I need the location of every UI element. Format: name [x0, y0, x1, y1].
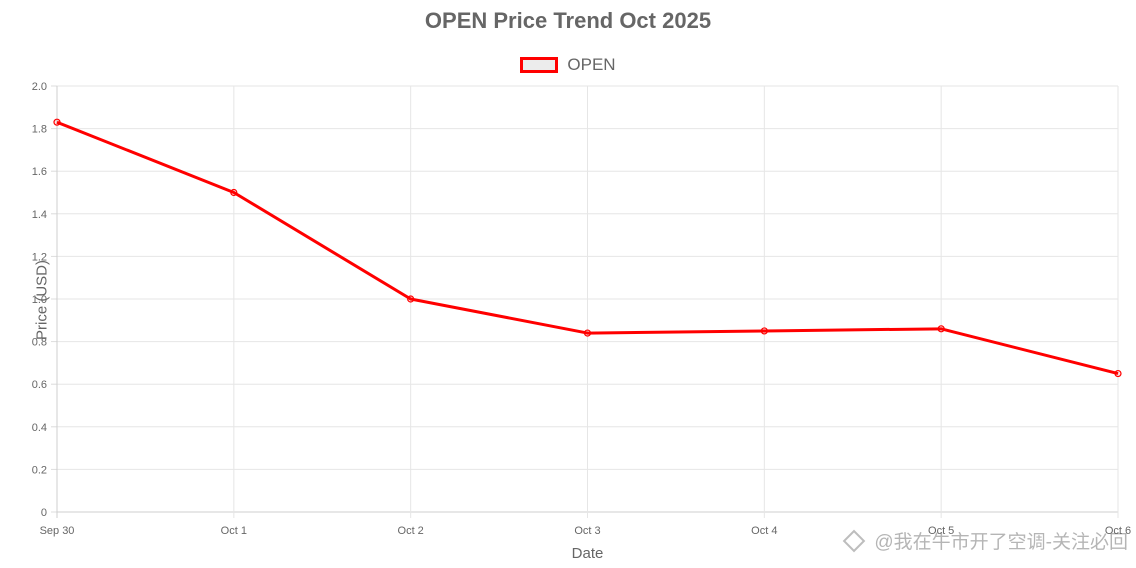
- x-tick-label: Oct 3: [574, 525, 600, 537]
- data-point: [407, 295, 415, 303]
- legend-swatch: [520, 57, 559, 73]
- watermark-text: @我在牛市开了空调-关注必回: [874, 532, 1128, 553]
- y-tick-label: 1.0: [32, 294, 47, 306]
- y-tick-label: 0.8: [32, 337, 47, 349]
- y-tick-label: 2.0: [32, 81, 47, 93]
- y-tick-label: 0: [41, 507, 47, 519]
- data-point: [230, 188, 238, 197]
- y-tick-label: 1.8: [32, 124, 47, 136]
- data-point: [53, 118, 61, 126]
- x-tick-label: Sep 30: [40, 525, 75, 537]
- y-axis-title: Price (USD): [33, 259, 51, 341]
- legend[interactable]: OPEN: [0, 55, 1136, 75]
- y-tick-label: 1.2: [32, 251, 47, 263]
- y-tick-label: 0.6: [32, 379, 47, 391]
- x-tick-label: Oct 2: [398, 525, 424, 537]
- y-tick-label: 1.6: [32, 166, 47, 178]
- x-tick-label: Oct 5: [928, 525, 954, 537]
- y-tick-label: 0.4: [32, 422, 47, 434]
- x-axis-title: Date: [572, 545, 604, 562]
- chart-title: OPEN Price Trend Oct 2025: [424, 8, 712, 33]
- data-point: [937, 325, 945, 333]
- x-tick-label: Oct 1: [221, 525, 247, 537]
- legend-label: OPEN: [567, 55, 616, 74]
- diamond-logo-icon: [843, 529, 866, 552]
- x-tick-label: Oct 6: [1105, 525, 1131, 537]
- watermark: @我在牛市开了空调-关注必回: [843, 527, 1128, 554]
- y-tick-label: 0.2: [32, 464, 47, 476]
- data-point: [1114, 369, 1122, 378]
- series-line: [56, 120, 1119, 376]
- x-tick-label: Oct 4: [751, 525, 777, 537]
- data-point: [583, 329, 592, 337]
- y-tick-label: 1.4: [32, 209, 47, 221]
- data-point: [760, 327, 768, 335]
